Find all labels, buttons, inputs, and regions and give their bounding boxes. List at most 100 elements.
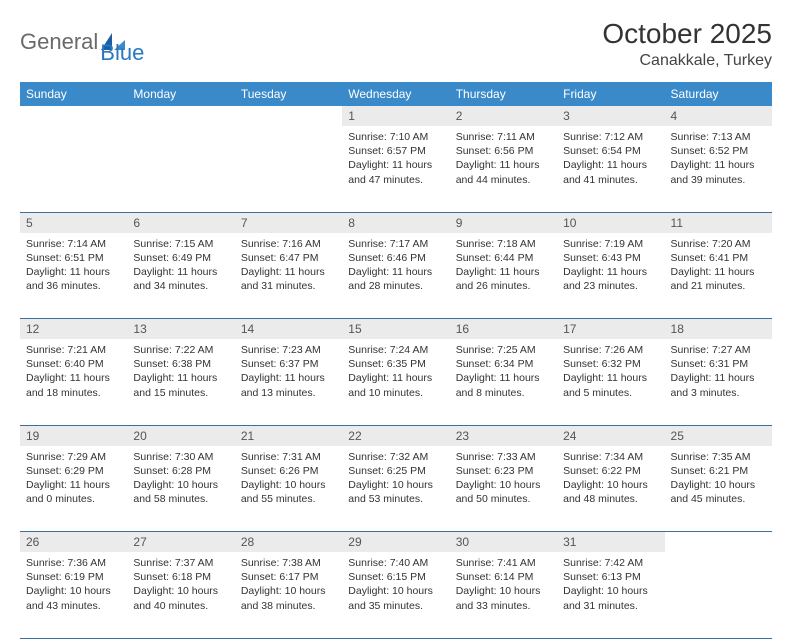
sunrise-line: Sunrise: 7:19 AM	[563, 237, 658, 251]
day-number-cell: 20	[127, 425, 234, 446]
daynum-row: 12131415161718	[20, 319, 772, 340]
day-cell: Sunrise: 7:35 AMSunset: 6:21 PMDaylight:…	[665, 446, 772, 532]
day-number-cell: 28	[235, 532, 342, 553]
day-number-cell: 13	[127, 319, 234, 340]
day-cell: Sunrise: 7:13 AMSunset: 6:52 PMDaylight:…	[665, 126, 772, 212]
day-cell: Sunrise: 7:14 AMSunset: 6:51 PMDaylight:…	[20, 233, 127, 319]
sunrise-line: Sunrise: 7:23 AM	[241, 343, 336, 357]
day-number-cell: 17	[557, 319, 664, 340]
day-number-cell	[665, 532, 772, 553]
day-info: Sunrise: 7:31 AMSunset: 6:26 PMDaylight:…	[235, 446, 342, 513]
day-cell: Sunrise: 7:18 AMSunset: 6:44 PMDaylight:…	[450, 233, 557, 319]
sunset-line: Sunset: 6:49 PM	[133, 251, 228, 265]
sunrise-line: Sunrise: 7:16 AM	[241, 237, 336, 251]
week-row: Sunrise: 7:36 AMSunset: 6:19 PMDaylight:…	[20, 552, 772, 638]
day-number-cell: 24	[557, 425, 664, 446]
day-cell	[127, 126, 234, 212]
sunset-line: Sunset: 6:40 PM	[26, 357, 121, 371]
day-number-cell: 8	[342, 212, 449, 233]
col-friday: Friday	[557, 82, 664, 106]
daylight-line: Daylight: 11 hours and 3 minutes.	[671, 371, 766, 399]
day-number-cell: 10	[557, 212, 664, 233]
day-info: Sunrise: 7:24 AMSunset: 6:35 PMDaylight:…	[342, 339, 449, 406]
daylight-line: Daylight: 10 hours and 50 minutes.	[456, 478, 551, 506]
day-info: Sunrise: 7:12 AMSunset: 6:54 PMDaylight:…	[557, 126, 664, 193]
col-wednesday: Wednesday	[342, 82, 449, 106]
day-number-cell: 27	[127, 532, 234, 553]
day-number-cell: 11	[665, 212, 772, 233]
sunrise-line: Sunrise: 7:34 AM	[563, 450, 658, 464]
day-number-cell: 30	[450, 532, 557, 553]
day-cell: Sunrise: 7:31 AMSunset: 6:26 PMDaylight:…	[235, 446, 342, 532]
day-info: Sunrise: 7:21 AMSunset: 6:40 PMDaylight:…	[20, 339, 127, 406]
day-cell: Sunrise: 7:27 AMSunset: 6:31 PMDaylight:…	[665, 339, 772, 425]
col-tuesday: Tuesday	[235, 82, 342, 106]
sunset-line: Sunset: 6:23 PM	[456, 464, 551, 478]
sunrise-line: Sunrise: 7:12 AM	[563, 130, 658, 144]
daynum-row: 19202122232425	[20, 425, 772, 446]
daylight-line: Daylight: 11 hours and 18 minutes.	[26, 371, 121, 399]
week-row: Sunrise: 7:29 AMSunset: 6:29 PMDaylight:…	[20, 446, 772, 532]
day-number-cell: 2	[450, 106, 557, 126]
daylight-line: Daylight: 10 hours and 53 minutes.	[348, 478, 443, 506]
day-info: Sunrise: 7:16 AMSunset: 6:47 PMDaylight:…	[235, 233, 342, 300]
daylight-line: Daylight: 11 hours and 5 minutes.	[563, 371, 658, 399]
sunrise-line: Sunrise: 7:22 AM	[133, 343, 228, 357]
sunrise-line: Sunrise: 7:17 AM	[348, 237, 443, 251]
sunrise-line: Sunrise: 7:41 AM	[456, 556, 551, 570]
day-number-cell: 6	[127, 212, 234, 233]
sunset-line: Sunset: 6:38 PM	[133, 357, 228, 371]
sunset-line: Sunset: 6:47 PM	[241, 251, 336, 265]
weekday-header-row: Sunday Monday Tuesday Wednesday Thursday…	[20, 82, 772, 106]
day-cell: Sunrise: 7:36 AMSunset: 6:19 PMDaylight:…	[20, 552, 127, 638]
daylight-line: Daylight: 10 hours and 33 minutes.	[456, 584, 551, 612]
day-info: Sunrise: 7:10 AMSunset: 6:57 PMDaylight:…	[342, 126, 449, 193]
day-cell: Sunrise: 7:25 AMSunset: 6:34 PMDaylight:…	[450, 339, 557, 425]
daylight-line: Daylight: 11 hours and 31 minutes.	[241, 265, 336, 293]
daylight-line: Daylight: 11 hours and 26 minutes.	[456, 265, 551, 293]
day-info: Sunrise: 7:33 AMSunset: 6:23 PMDaylight:…	[450, 446, 557, 513]
sunrise-line: Sunrise: 7:18 AM	[456, 237, 551, 251]
day-cell: Sunrise: 7:24 AMSunset: 6:35 PMDaylight:…	[342, 339, 449, 425]
day-number-cell: 26	[20, 532, 127, 553]
daylight-line: Daylight: 10 hours and 31 minutes.	[563, 584, 658, 612]
logo: General Blue	[20, 18, 144, 66]
daylight-line: Daylight: 11 hours and 44 minutes.	[456, 158, 551, 186]
sunset-line: Sunset: 6:44 PM	[456, 251, 551, 265]
day-cell: Sunrise: 7:26 AMSunset: 6:32 PMDaylight:…	[557, 339, 664, 425]
col-saturday: Saturday	[665, 82, 772, 106]
sunset-line: Sunset: 6:21 PM	[671, 464, 766, 478]
sunrise-line: Sunrise: 7:25 AM	[456, 343, 551, 357]
col-thursday: Thursday	[450, 82, 557, 106]
daylight-line: Daylight: 11 hours and 39 minutes.	[671, 158, 766, 186]
day-number-cell: 9	[450, 212, 557, 233]
day-info: Sunrise: 7:34 AMSunset: 6:22 PMDaylight:…	[557, 446, 664, 513]
day-number-cell: 23	[450, 425, 557, 446]
week-row: Sunrise: 7:10 AMSunset: 6:57 PMDaylight:…	[20, 126, 772, 212]
day-info: Sunrise: 7:32 AMSunset: 6:25 PMDaylight:…	[342, 446, 449, 513]
week-row: Sunrise: 7:14 AMSunset: 6:51 PMDaylight:…	[20, 233, 772, 319]
sunset-line: Sunset: 6:51 PM	[26, 251, 121, 265]
sunset-line: Sunset: 6:15 PM	[348, 570, 443, 584]
day-cell: Sunrise: 7:38 AMSunset: 6:17 PMDaylight:…	[235, 552, 342, 638]
day-number-cell: 25	[665, 425, 772, 446]
day-number-cell: 12	[20, 319, 127, 340]
day-info: Sunrise: 7:35 AMSunset: 6:21 PMDaylight:…	[665, 446, 772, 513]
day-info: Sunrise: 7:22 AMSunset: 6:38 PMDaylight:…	[127, 339, 234, 406]
sunset-line: Sunset: 6:35 PM	[348, 357, 443, 371]
calendar-body: 1234Sunrise: 7:10 AMSunset: 6:57 PMDayli…	[20, 106, 772, 638]
sunrise-line: Sunrise: 7:35 AM	[671, 450, 766, 464]
day-number-cell: 4	[665, 106, 772, 126]
daylight-line: Daylight: 10 hours and 43 minutes.	[26, 584, 121, 612]
daylight-line: Daylight: 11 hours and 21 minutes.	[671, 265, 766, 293]
sunset-line: Sunset: 6:57 PM	[348, 144, 443, 158]
sunset-line: Sunset: 6:41 PM	[671, 251, 766, 265]
header: General Blue October 2025 Canakkale, Tur…	[20, 18, 772, 70]
day-number-cell	[235, 106, 342, 126]
sunset-line: Sunset: 6:29 PM	[26, 464, 121, 478]
calendar-table: Sunday Monday Tuesday Wednesday Thursday…	[20, 82, 772, 639]
sunset-line: Sunset: 6:22 PM	[563, 464, 658, 478]
day-cell: Sunrise: 7:34 AMSunset: 6:22 PMDaylight:…	[557, 446, 664, 532]
sunset-line: Sunset: 6:13 PM	[563, 570, 658, 584]
daylight-line: Daylight: 11 hours and 47 minutes.	[348, 158, 443, 186]
